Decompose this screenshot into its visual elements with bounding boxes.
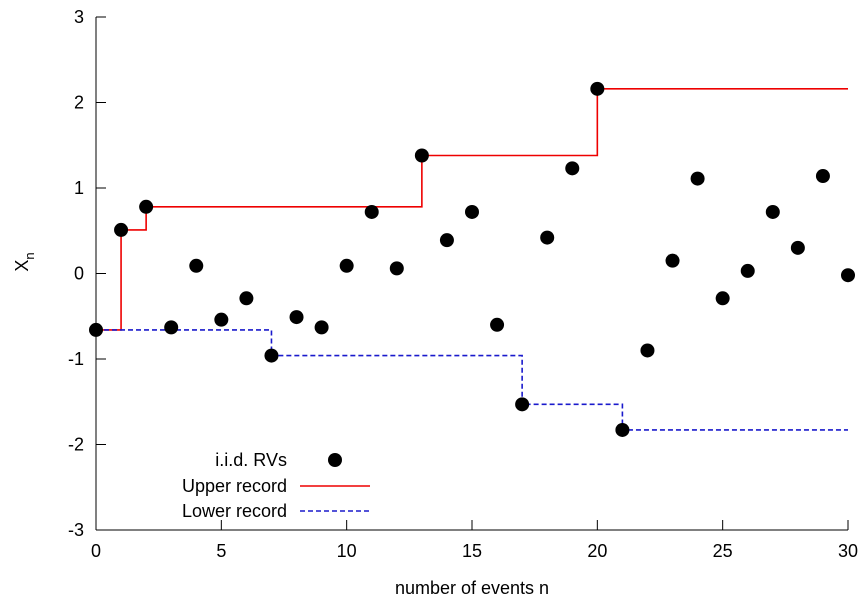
data-point [164,320,179,335]
data-point [214,312,229,327]
data-point [565,161,580,176]
lower-record-line [96,329,848,431]
y-tick-label: -2 [68,435,84,455]
data-point [364,204,379,219]
data-point [239,291,254,306]
record-lines [96,88,848,431]
y-tick-label: 3 [74,7,84,27]
data-point [665,253,680,268]
data-point [314,320,329,335]
axes [95,16,849,531]
legend-label: Lower record [182,501,287,521]
data-point [615,422,630,437]
x-tick-label: 25 [713,541,733,561]
y-tick-label: 2 [74,93,84,113]
data-point [815,169,830,184]
x-axis-title: number of events n [395,578,549,598]
y-tick-label: 1 [74,178,84,198]
legend-point-marker [328,453,342,467]
data-point [264,348,279,363]
data-point [89,322,103,337]
x-tick-label: 10 [337,541,357,561]
upper-record-line [96,88,848,331]
data-point [339,258,354,273]
data-point [289,310,304,325]
data-point [690,171,705,186]
data-point [590,81,605,96]
data-point [114,222,129,237]
data-points [89,81,855,437]
data-point [189,258,204,273]
x-tick-label: 15 [462,541,482,561]
y-tick-label: 0 [74,264,84,284]
data-point [765,204,780,219]
data-point [841,268,855,283]
data-point [414,148,429,163]
y-axis-title-main: X [12,260,32,272]
y-tick-label: -3 [68,520,84,540]
x-tick-label: 30 [838,541,858,561]
x-tick-label: 0 [91,541,101,561]
x-tick-label: 20 [587,541,607,561]
y-tick-label: -1 [68,349,84,369]
y-axis-title: Xn [12,252,37,271]
x-tick-label: 5 [216,541,226,561]
legend-label: i.i.d. RVs [215,450,287,470]
legend: i.i.d. RVs Upper record Lower record [182,450,370,521]
data-point [490,317,505,332]
tick-labels: 0 5 10 15 20 25 30 -3 -2 -1 0 1 2 3 [68,7,858,561]
data-point [465,204,479,219]
data-point [790,240,805,255]
data-point [640,343,655,358]
axis-titles: number of events n Xn [12,252,549,598]
data-point [139,199,154,214]
svg-text:Xn: Xn [12,252,37,271]
data-point [540,230,555,245]
data-point [389,261,404,276]
data-point [515,397,530,412]
y-axis-title-sub: n [22,252,37,259]
data-point [740,263,755,278]
legend-label: Upper record [182,476,287,496]
data-point [715,291,730,306]
data-point [439,233,454,248]
